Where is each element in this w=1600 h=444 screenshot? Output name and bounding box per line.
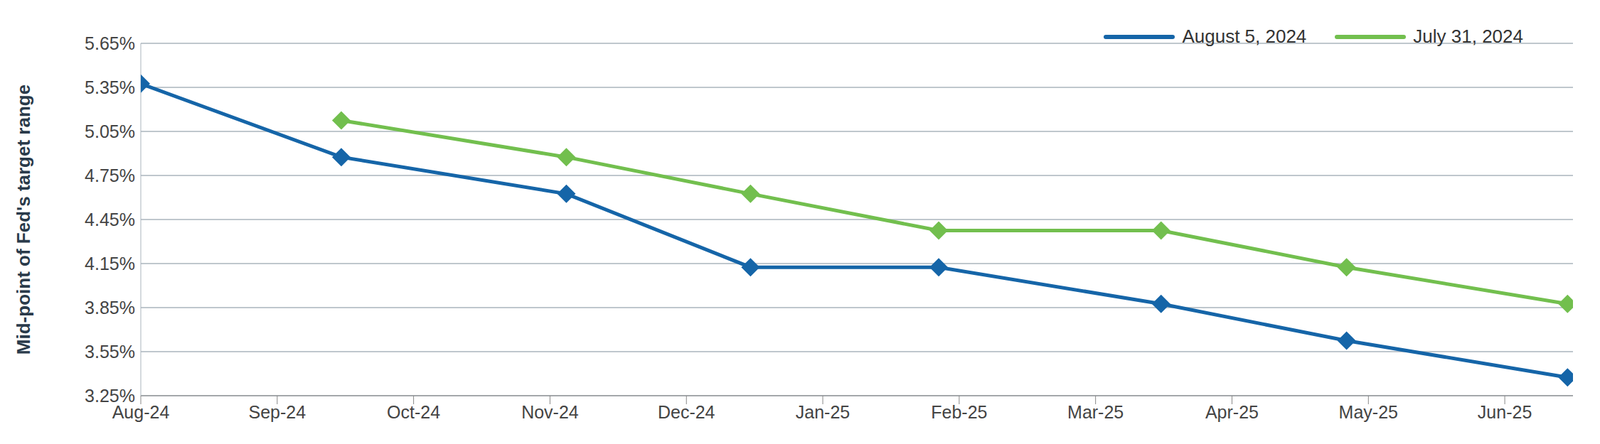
svg-text:4.75%: 4.75% — [84, 165, 136, 186]
svg-text:Feb-25: Feb-25 — [930, 402, 988, 423]
svg-text:Mid-point of Fed's target rang: Mid-point of Fed's target range — [12, 84, 35, 355]
svg-text:4.15%: 4.15% — [84, 253, 136, 274]
svg-text:Jan-25: Jan-25 — [795, 402, 850, 423]
svg-text:3.85%: 3.85% — [84, 297, 136, 318]
svg-text:Oct-24: Oct-24 — [386, 402, 441, 423]
svg-text:5.65%: 5.65% — [84, 33, 136, 54]
svg-text:5.35%: 5.35% — [84, 77, 136, 98]
svg-text:Sep-24: Sep-24 — [248, 402, 306, 423]
svg-text:Aug-24: Aug-24 — [112, 402, 170, 423]
svg-text:3.25%: 3.25% — [84, 386, 136, 407]
svg-text:Jun-25: Jun-25 — [1477, 402, 1532, 423]
svg-text:May-25: May-25 — [1339, 402, 1399, 423]
svg-text:Mar-25: Mar-25 — [1067, 402, 1124, 423]
svg-text:4.45%: 4.45% — [84, 209, 136, 230]
html-text:July 31, 2024: July 31, 2024 — [1413, 25, 1524, 47]
svg-text:Dec-24: Dec-24 — [657, 402, 716, 423]
svg-text:Nov-24: Nov-24 — [521, 402, 579, 423]
html-text:August 5, 2024: August 5, 2024 — [1182, 25, 1307, 47]
svg-text:5.05%: 5.05% — [84, 121, 136, 142]
svg-text:Apr-25: Apr-25 — [1205, 402, 1259, 423]
svg-text:3.55%: 3.55% — [84, 342, 136, 362]
